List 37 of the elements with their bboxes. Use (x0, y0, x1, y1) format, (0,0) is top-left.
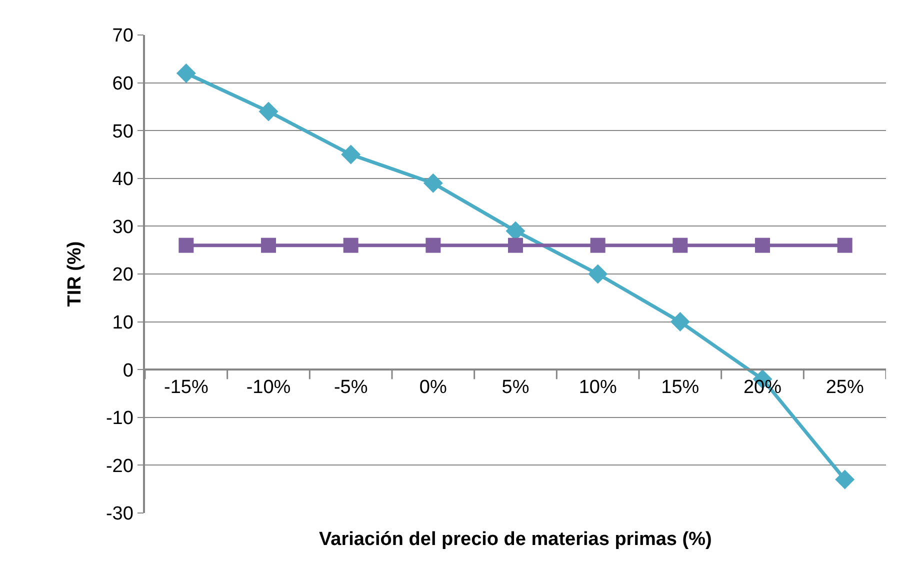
x-tick-label: 15% (661, 377, 700, 398)
y-tick-label: -30 (106, 504, 134, 525)
point (426, 238, 441, 253)
x-tick-label: -10% (246, 377, 291, 398)
y-tick-label: 70 (112, 26, 134, 47)
x-tick-label: -15% (164, 377, 208, 398)
y-tick-label: -10 (106, 408, 134, 430)
x-axis-title: Variación del precio de materias primas (%) (319, 529, 712, 550)
y-tick-label: -20 (106, 456, 134, 477)
point (672, 238, 688, 253)
x-tick-label: 25% (826, 377, 864, 398)
point (261, 238, 276, 253)
point (176, 63, 196, 83)
point (590, 238, 606, 253)
y-tick-label: 30 (112, 216, 134, 238)
point (837, 238, 852, 253)
y-tick-label: 0 (122, 360, 134, 382)
x-tick-label: 0% (419, 377, 448, 398)
x-tick-label: -5% (334, 377, 368, 398)
y-tick-label: 10 (112, 312, 134, 334)
point (588, 264, 608, 284)
y-tick-label: 40 (112, 169, 134, 190)
point (343, 238, 358, 253)
x-tick-label: 5% (502, 377, 530, 398)
point (178, 238, 194, 253)
y-axis-title: TIR (%) (64, 241, 86, 307)
point (423, 173, 443, 193)
point (670, 312, 690, 332)
point (508, 238, 523, 253)
point (258, 102, 278, 122)
point (755, 238, 770, 253)
y-tick-label: 20 (112, 264, 134, 286)
point (835, 470, 855, 490)
y-tick-label: 50 (112, 121, 134, 142)
x-tick-label: 10% (578, 377, 617, 398)
point (341, 144, 361, 164)
y-tick-label: 60 (112, 73, 134, 94)
